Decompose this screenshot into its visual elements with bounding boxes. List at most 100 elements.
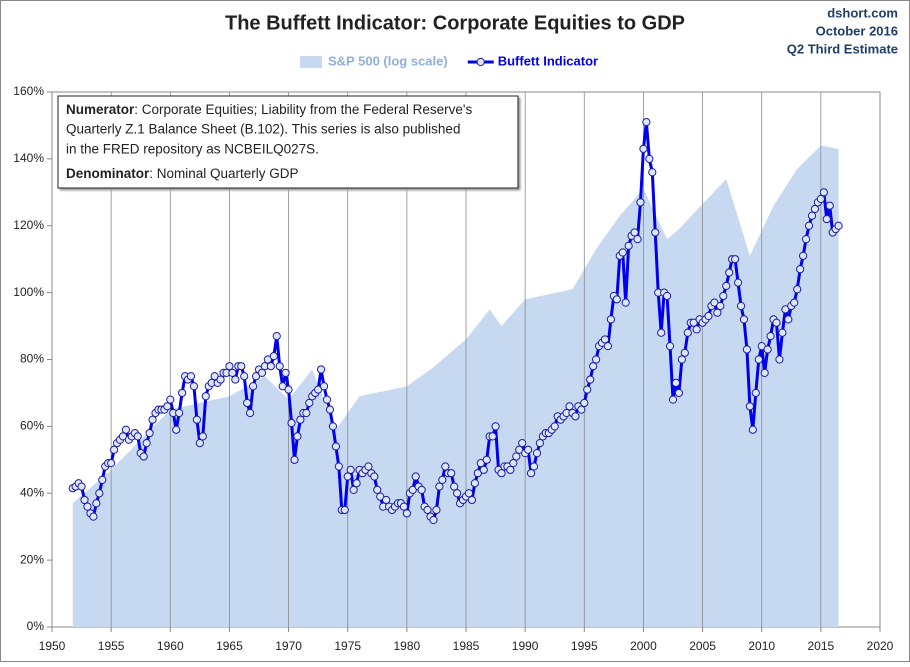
annotation-text: : Corporate Equities; Liability from the… bbox=[134, 102, 472, 117]
point bbox=[432, 505, 441, 515]
point bbox=[482, 455, 491, 464]
y-tick-label: 40% bbox=[20, 485, 44, 499]
point bbox=[677, 355, 686, 364]
x-tick-label: 2015 bbox=[808, 639, 835, 653]
point bbox=[453, 489, 462, 498]
point bbox=[621, 298, 630, 307]
point bbox=[248, 382, 258, 391]
x-tick-label: 1975 bbox=[334, 639, 361, 653]
y-tick-label: 80% bbox=[20, 352, 44, 366]
point bbox=[704, 311, 713, 321]
point bbox=[822, 214, 831, 224]
point bbox=[447, 469, 456, 478]
point bbox=[550, 422, 559, 431]
point bbox=[305, 398, 314, 408]
point bbox=[98, 475, 107, 484]
point bbox=[532, 449, 542, 458]
point bbox=[524, 445, 533, 454]
point bbox=[80, 495, 89, 505]
point bbox=[763, 345, 772, 354]
point bbox=[467, 495, 477, 505]
y-tick-label: 60% bbox=[20, 419, 44, 433]
source-line: October 2016 bbox=[816, 23, 898, 38]
point bbox=[577, 405, 586, 414]
point bbox=[580, 398, 589, 408]
legend-swatch bbox=[476, 57, 485, 67]
point bbox=[571, 412, 580, 421]
point bbox=[325, 405, 335, 414]
x-tick-label: 1980 bbox=[394, 639, 421, 653]
point bbox=[411, 472, 420, 481]
point bbox=[89, 512, 98, 521]
point bbox=[198, 432, 207, 441]
point bbox=[349, 485, 358, 495]
point bbox=[592, 355, 601, 364]
point bbox=[133, 432, 142, 441]
point bbox=[225, 362, 234, 371]
annotation-line: Numerator: Corporate Equities; Liability… bbox=[66, 102, 472, 117]
point bbox=[423, 505, 432, 515]
point bbox=[402, 509, 411, 518]
point bbox=[775, 355, 784, 364]
point bbox=[713, 308, 722, 317]
point bbox=[606, 315, 616, 324]
point bbox=[296, 415, 305, 424]
point bbox=[322, 395, 332, 404]
point bbox=[668, 395, 678, 404]
point bbox=[784, 315, 793, 324]
annotation-frame bbox=[57, 95, 519, 189]
point bbox=[748, 425, 757, 434]
point bbox=[662, 291, 672, 301]
area bbox=[72, 145, 839, 627]
point bbox=[352, 479, 361, 488]
point bbox=[778, 328, 787, 337]
point bbox=[441, 462, 450, 471]
point bbox=[110, 445, 119, 454]
annotation-text: : Nominal Quarterly GDP bbox=[149, 166, 298, 181]
point bbox=[302, 408, 311, 418]
point bbox=[284, 385, 293, 394]
legend-label: Buffett Indicator bbox=[498, 53, 598, 68]
point bbox=[645, 154, 654, 163]
point bbox=[95, 489, 104, 498]
x-tick-label: 2000 bbox=[630, 639, 657, 653]
point bbox=[373, 485, 382, 495]
legend: S&P 500 (log scale) Buffett Indicator bbox=[300, 53, 598, 68]
x-tick-label: 1985 bbox=[453, 639, 480, 653]
point bbox=[766, 331, 775, 341]
point bbox=[257, 368, 267, 377]
point bbox=[435, 482, 444, 491]
point bbox=[754, 355, 763, 364]
point bbox=[526, 469, 536, 478]
point bbox=[172, 425, 181, 434]
point bbox=[719, 291, 728, 301]
point bbox=[731, 255, 740, 264]
point bbox=[399, 502, 408, 511]
point bbox=[163, 402, 172, 411]
point bbox=[636, 198, 645, 207]
point bbox=[142, 438, 151, 448]
point bbox=[807, 211, 817, 220]
point bbox=[680, 348, 689, 357]
point bbox=[166, 395, 175, 404]
point bbox=[612, 295, 621, 304]
point bbox=[317, 365, 326, 374]
x-tick-label: 2005 bbox=[689, 639, 716, 653]
source-line: dshort.com bbox=[827, 5, 898, 20]
x-tick-label: 1950 bbox=[39, 639, 66, 653]
point bbox=[801, 235, 811, 244]
point bbox=[488, 432, 497, 441]
point bbox=[624, 241, 633, 250]
point bbox=[657, 328, 666, 337]
point bbox=[739, 315, 749, 324]
point bbox=[633, 235, 642, 244]
point bbox=[586, 375, 595, 384]
point bbox=[716, 301, 725, 311]
point bbox=[92, 499, 101, 508]
x-tick-label: 1995 bbox=[571, 639, 598, 653]
legend-swatch bbox=[300, 56, 322, 68]
point bbox=[417, 485, 426, 495]
point bbox=[464, 489, 474, 498]
point bbox=[450, 482, 459, 491]
